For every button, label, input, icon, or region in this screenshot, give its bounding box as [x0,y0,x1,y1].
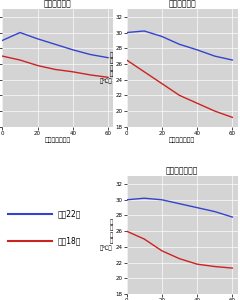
Title: コンクリート: コンクリート [168,0,196,8]
Y-axis label: 皮
膚
温
度
（℃）: 皮 膚 温 度 （℃） [100,219,113,251]
Text: 室温22度: 室温22度 [58,209,81,218]
Title: ビニールタイル: ビニールタイル [166,167,198,176]
Y-axis label: 皮
膚
温
度
（℃）: 皮 膚 温 度 （℃） [100,52,113,84]
X-axis label: 経過時間（分）: 経過時間（分） [169,137,195,143]
X-axis label: 経過時間（分）: 経過時間（分） [45,137,71,143]
Title: 木材（ナラ）: 木材（ナラ） [44,0,72,8]
Text: 室温18度: 室温18度 [58,236,81,245]
